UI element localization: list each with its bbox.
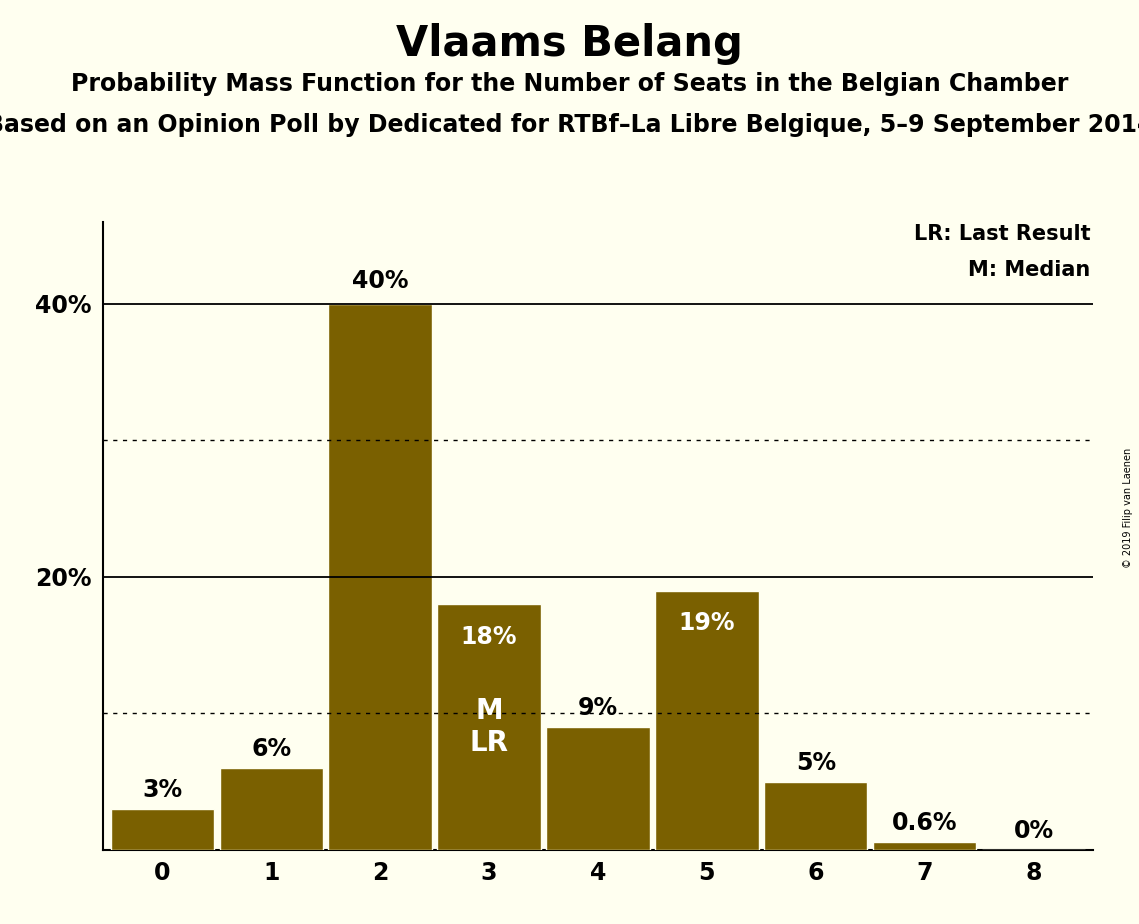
Text: 40%: 40% — [352, 269, 409, 293]
Text: LR: Last Result: LR: Last Result — [913, 225, 1090, 245]
Bar — [764, 782, 868, 850]
Text: 9%: 9% — [577, 697, 618, 721]
Bar — [110, 809, 214, 850]
Bar — [655, 590, 759, 850]
Bar — [437, 604, 541, 850]
Text: © 2019 Filip van Laenen: © 2019 Filip van Laenen — [1123, 448, 1133, 568]
Text: 5%: 5% — [796, 751, 836, 775]
Text: Vlaams Belang: Vlaams Belang — [396, 23, 743, 65]
Bar — [328, 304, 432, 850]
Text: Probability Mass Function for the Number of Seats in the Belgian Chamber: Probability Mass Function for the Number… — [71, 72, 1068, 96]
Text: Based on an Opinion Poll by Dedicated for RTBf–La Libre Belgique, 5–9 September : Based on an Opinion Poll by Dedicated fo… — [0, 113, 1139, 137]
Bar — [547, 727, 649, 850]
Text: 6%: 6% — [252, 737, 292, 761]
Bar — [220, 768, 323, 850]
Text: M
LR: M LR — [469, 697, 509, 758]
Text: 0%: 0% — [1014, 820, 1054, 844]
Text: 19%: 19% — [679, 611, 735, 635]
Text: M: Median: M: Median — [968, 260, 1090, 280]
Text: 3%: 3% — [142, 778, 182, 802]
Text: 18%: 18% — [461, 625, 517, 649]
Bar — [872, 842, 976, 850]
Text: 0.6%: 0.6% — [892, 811, 958, 835]
